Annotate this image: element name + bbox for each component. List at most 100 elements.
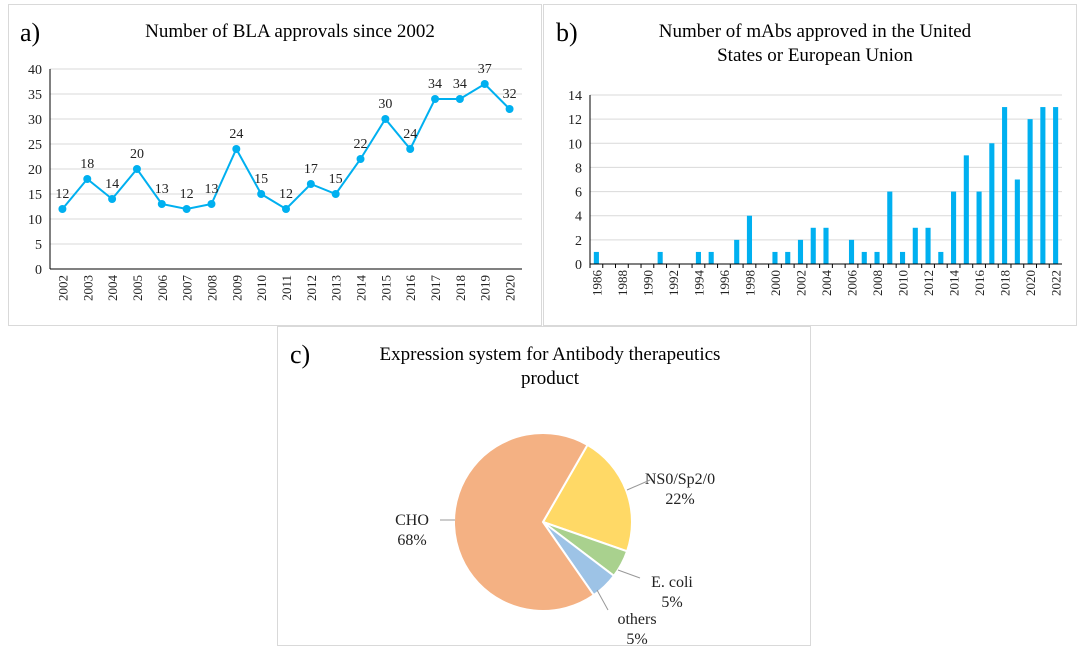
data-point-a (207, 200, 216, 208)
y-tick-label-a: 20 (28, 163, 42, 178)
bar-2001 (785, 251, 791, 264)
bar-2012 (925, 227, 931, 264)
x-tick-label-a: 2017 (428, 275, 443, 302)
bar-2008 (874, 251, 880, 264)
data-label-a: 13 (155, 182, 169, 197)
data-point-a (232, 145, 241, 153)
data-point-a (282, 205, 290, 213)
data-label-a: 20 (130, 147, 144, 162)
data-point-a (108, 195, 117, 203)
x-tick-label-b: 2008 (870, 270, 885, 296)
data-label-a: 22 (354, 137, 368, 152)
x-tick-label-a: 2008 (204, 275, 219, 301)
x-tick-label-b: 1988 (615, 270, 630, 296)
y-tick-label-b: 8 (575, 161, 582, 176)
x-tick-label-b: 1998 (742, 270, 757, 296)
y-tick-label-a: 30 (28, 113, 42, 128)
data-label-a: 32 (503, 87, 517, 102)
x-tick-label-a: 2009 (229, 275, 244, 301)
data-point-a (480, 80, 489, 88)
x-tick-label-a: 2020 (503, 275, 518, 301)
data-label-a: 12 (180, 187, 194, 202)
y-tick-label-b: 2 (575, 234, 582, 249)
bar-1997 (734, 239, 740, 264)
y-tick-label-a: 25 (28, 138, 42, 153)
x-tick-label-b: 1994 (691, 270, 706, 297)
x-tick-label-b: 2016 (972, 270, 987, 297)
chart-c-title-line2: product (520, 368, 580, 389)
bar-2002 (797, 239, 804, 264)
pie-label-percent: 5% (661, 594, 682, 611)
x-tick-label-b: 1996 (717, 270, 732, 297)
leader-line-ecoli (617, 569, 641, 579)
x-tick-label-b: 2022 (1049, 270, 1064, 296)
pie-label-name: CHO (395, 512, 429, 529)
x-tick-label-b: 2020 (1023, 270, 1038, 296)
bar-1991 (657, 251, 663, 264)
bar-2000 (772, 251, 778, 264)
x-tick-label-a: 2006 (155, 275, 170, 302)
x-tick-label-b: 2000 (768, 270, 783, 296)
chart-b-title-line2: States or European Union (717, 45, 913, 66)
y-tick-label-b: 0 (575, 258, 582, 273)
data-label-a: 12 (279, 187, 293, 202)
bar-2011 (912, 227, 918, 264)
pie-slice-ns0-sp2-0 (541, 443, 633, 553)
x-tick-label-b: 2014 (947, 270, 962, 297)
data-label-a: 18 (80, 157, 94, 172)
data-point-a (505, 105, 514, 113)
y-tick-label-a: 15 (28, 188, 42, 203)
data-label-a: 24 (403, 127, 417, 142)
data-label-a: 12 (55, 187, 69, 202)
x-tick-label-b: 2010 (896, 270, 911, 296)
panel-b-label: b) (556, 18, 578, 47)
data-label-a: 34 (453, 77, 467, 92)
data-point-a (182, 205, 191, 213)
bar-2019 (1014, 179, 1020, 264)
bar-2009 (887, 191, 893, 264)
bar-2020 (1027, 119, 1033, 265)
data-point-a (157, 200, 166, 208)
y-tick-label-b: 10 (568, 137, 582, 152)
x-tick-label-a: 2018 (453, 275, 468, 301)
bar-2022 (1053, 107, 1059, 264)
y-tick-label-a: 10 (28, 213, 42, 228)
pie-label-percent: 5% (626, 631, 647, 648)
x-tick-label-b: 1990 (640, 270, 655, 296)
data-point-a (257, 190, 266, 198)
panel-a-label: a) (20, 18, 41, 47)
bar-2007 (861, 251, 867, 264)
data-point-a (431, 95, 440, 103)
data-label-a: 30 (378, 97, 392, 112)
data-label-a: 13 (204, 182, 218, 197)
panel-c-label: c) (290, 340, 311, 369)
bar-2013 (938, 251, 944, 264)
bar-2003 (810, 227, 816, 264)
x-tick-label-a: 2012 (304, 275, 319, 301)
x-tick-label-a: 2015 (378, 275, 393, 301)
pie-label-percent: 22% (665, 491, 694, 508)
y-tick-label-a: 35 (28, 88, 42, 103)
data-label-a: 15 (254, 172, 268, 187)
bar-2004 (823, 227, 829, 264)
bar-2010 (899, 251, 906, 264)
data-label-a: 37 (478, 62, 492, 77)
chart-c-title: Expression system for Antibody therapeut… (320, 343, 780, 391)
bar-2006 (848, 239, 855, 264)
bar-2018 (1002, 107, 1008, 264)
bar-2015 (963, 155, 969, 264)
chart-b-title: Number of mAbs approved in the United St… (590, 20, 1040, 68)
data-point-a (132, 165, 141, 173)
data-label-a: 34 (428, 77, 442, 92)
data-point-a (83, 175, 92, 183)
y-tick-label-b: 4 (575, 210, 582, 225)
leader-line-ns0 (626, 479, 651, 491)
chart-a-title: Number of BLA approvals since 2002 (145, 21, 435, 42)
x-tick-label-a: 2004 (105, 275, 120, 302)
data-label-a: 14 (105, 177, 119, 192)
data-label-a: 17 (304, 162, 318, 177)
chart-c-title-line1: Expression system for Antibody therapeut… (379, 344, 721, 365)
pie-label-name: E. coli (651, 574, 693, 591)
panel-b (543, 4, 1077, 326)
